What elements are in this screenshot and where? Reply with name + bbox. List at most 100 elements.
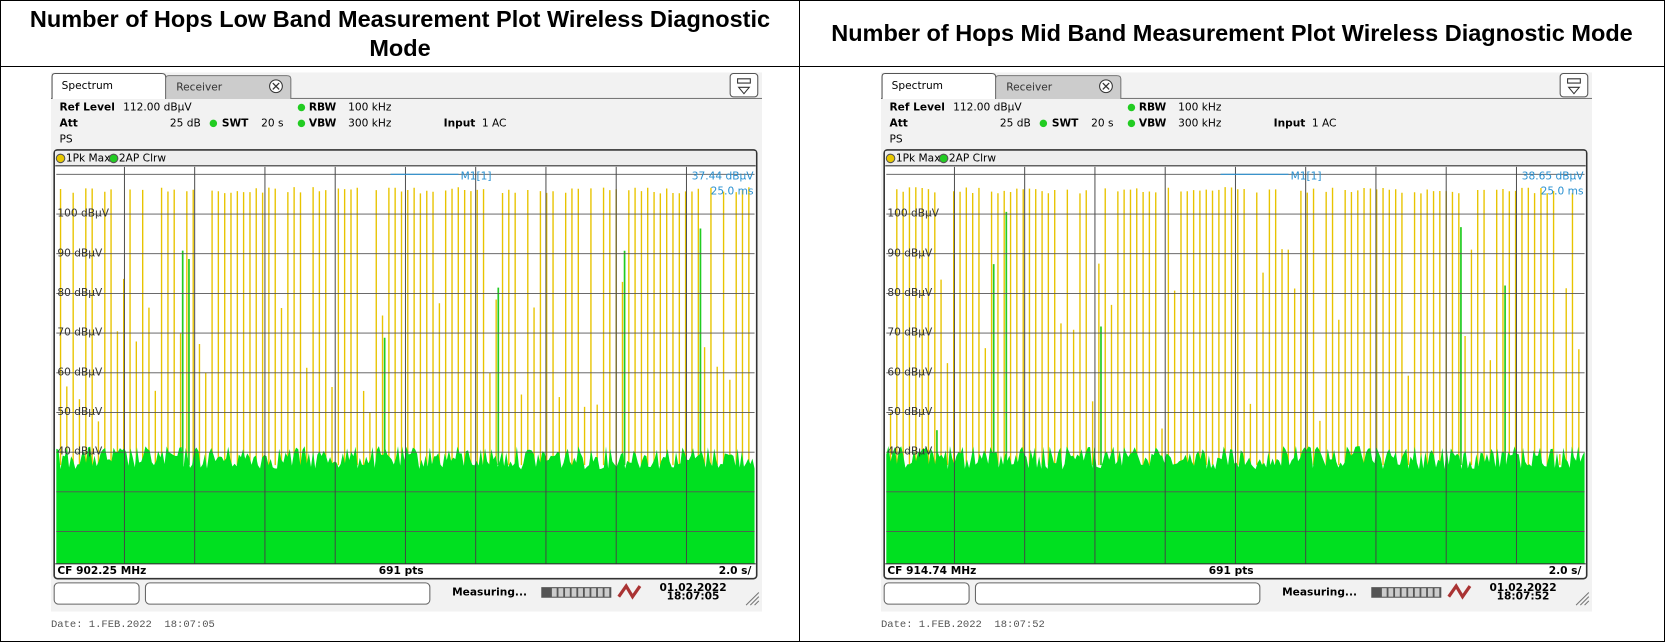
status: Measuring... <box>1282 585 1357 598</box>
close-x <box>272 82 280 90</box>
y-labels.1: 90 dBµV <box>57 246 103 259</box>
tab-spectrum <box>881 72 997 99</box>
ref-level: 112.00 dBµV <box>953 100 1022 113</box>
trace1-dot <box>55 153 66 164</box>
input-label: Input <box>1274 116 1306 129</box>
dot <box>297 103 306 112</box>
cell: Number of Hops Low Band Measurement Plot… <box>0 0 800 642</box>
trace-strip <box>55 150 756 166</box>
y-labels.2: 80 dBµV <box>887 286 933 299</box>
resize-grip <box>745 592 760 606</box>
menu-icon-glyph <box>737 78 751 95</box>
vbw-label: VBW <box>309 116 337 129</box>
trace2: 2AP Clrw <box>949 151 996 164</box>
progress-seg <box>551 588 557 597</box>
y-labels.0: 100 dBµV <box>57 207 109 220</box>
cf: CF 914.74 MHz <box>887 564 976 577</box>
cf: CF 902.25 MHz <box>57 564 146 577</box>
status-box <box>144 582 431 605</box>
cell-title: Number of Hops Mid Band Measurement Plot… <box>800 1 1664 67</box>
input: 1 AC <box>482 116 507 129</box>
tab-bar-line <box>51 97 762 99</box>
ref-level-label: Ref Level <box>59 100 114 113</box>
lxi-icon <box>1447 583 1472 600</box>
sweep: 2.0 s/ <box>1549 564 1582 577</box>
cell: Number of Hops Mid Band Measurement Plot… <box>799 0 1665 642</box>
marker: M1[1] <box>1291 169 1322 182</box>
progress-seg <box>591 588 597 597</box>
swt-label: SWT <box>1052 116 1079 129</box>
tab1: Spectrum <box>62 79 113 92</box>
progress-seg <box>1381 588 1387 597</box>
progress-seg <box>604 588 610 597</box>
status-box <box>974 582 1261 605</box>
dot <box>1039 119 1048 128</box>
date: Date: 1.FEB.2022 18:07:05 <box>51 619 215 631</box>
tab-receiver <box>995 75 1122 99</box>
vbw: 300 kHz <box>348 116 392 129</box>
vbw-label: VBW <box>1139 116 1167 129</box>
y-labels.5: 50 dBµV <box>57 405 103 418</box>
tab1: Spectrum <box>892 79 943 92</box>
vbw: 300 kHz <box>1178 116 1222 129</box>
status-date: 01.02.2022 <box>659 581 726 594</box>
ref-level: 112.00 dBµV <box>123 100 192 113</box>
swt-label: SWT <box>222 116 249 129</box>
analyzer-screen: Spectrum Receiver Ref Level 112.00 dBµV RBW 1… <box>51 72 762 612</box>
status-date: 01.02.2022 <box>1489 581 1556 594</box>
progress-seg <box>1401 588 1407 597</box>
tab-bar-line <box>881 97 1592 99</box>
status-box <box>53 582 140 605</box>
y-labels.1: 90 dBµV <box>887 246 933 259</box>
y-labels.2: 80 dBµV <box>57 286 103 299</box>
progress-seg <box>1434 588 1440 597</box>
rbw: 100 kHz <box>348 100 392 113</box>
progress-seg <box>1395 588 1400 597</box>
status-box <box>883 582 970 605</box>
resize-grip <box>1575 592 1590 606</box>
date: Date: 1.FEB.2022 18:07:52 <box>881 619 1045 631</box>
trace1: 1Pk Max <box>66 151 111 164</box>
tab2: Receiver <box>176 80 223 93</box>
swt: 20 s <box>1091 116 1114 129</box>
lxi-icon <box>617 583 642 600</box>
mode: PS <box>889 132 902 145</box>
progress-seg <box>584 588 590 597</box>
marker: M1[1] <box>461 169 492 182</box>
y-labels.3: 70 dBµV <box>887 326 933 339</box>
trace2: 2AP Clrw <box>119 151 166 164</box>
pts: 691 pts <box>1209 564 1254 577</box>
att: 25 dB <box>1000 116 1031 129</box>
progress-seg <box>1427 588 1433 597</box>
progress-seg <box>565 588 570 597</box>
status-time: 18:07:05 <box>667 590 720 603</box>
y-labels.0: 100 dBµV <box>887 207 939 220</box>
trace1: 1Pk Max <box>896 151 941 164</box>
dot <box>297 119 306 128</box>
progress-seg <box>1414 588 1420 597</box>
progress-seg <box>558 588 564 597</box>
y-labels.6: 40 dBµV <box>57 445 103 458</box>
cell-title: Number of Hops Low Band Measurement Plot… <box>1 1 799 67</box>
ref-level-label: Ref Level <box>889 100 944 113</box>
progress-seg <box>1421 588 1427 597</box>
trace1-dot <box>885 153 896 164</box>
dot <box>209 119 218 128</box>
input: 1 AC <box>1312 116 1337 129</box>
trace2-dot <box>108 153 119 164</box>
tab-spectrum <box>51 72 167 99</box>
progress-seg <box>578 588 583 597</box>
progress-seg <box>571 588 577 597</box>
dot <box>1127 119 1136 128</box>
tab-receiver <box>165 75 292 99</box>
status-time: 18:07:52 <box>1497 590 1550 603</box>
dot <box>1127 103 1136 112</box>
y-labels.3: 70 dBµV <box>57 326 103 339</box>
close-x <box>1102 82 1110 90</box>
sweep: 2.0 s/ <box>719 564 752 577</box>
analyzer-screen: Spectrum Receiver Ref Level 112.00 dBµV RBW 1… <box>881 72 1592 612</box>
att-label: Att <box>889 116 907 129</box>
marker-level: 38.65 dBµV <box>1522 169 1585 182</box>
tab2: Receiver <box>1006 80 1053 93</box>
